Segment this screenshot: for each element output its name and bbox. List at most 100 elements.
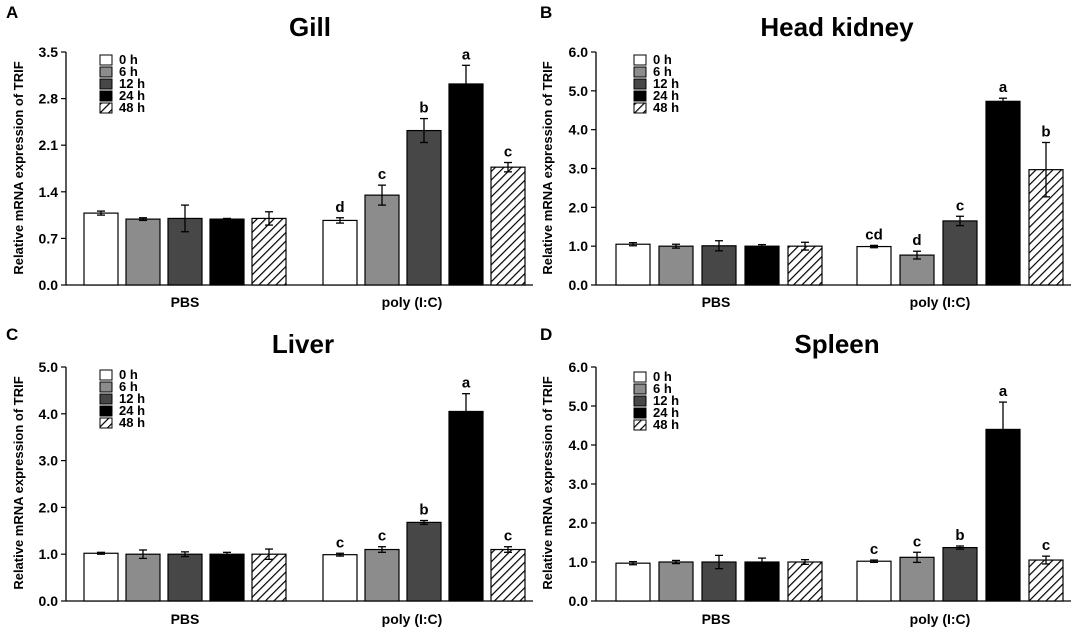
significance-label: b — [1041, 123, 1050, 140]
legend-label: 6 h — [119, 379, 138, 394]
chart-panel-head-kidney: B Head kidney Relative mRNA expression o… — [540, 3, 1071, 310]
y-axis-label: Relative mRNA expression of TRIF — [540, 61, 555, 274]
legend-label: 24 h — [119, 403, 145, 418]
y-tick-label: 0.0 — [39, 593, 59, 609]
bar — [83, 552, 119, 602]
bar — [406, 129, 442, 286]
y-tick-label: 2.0 — [569, 515, 589, 531]
legend-swatch-24h — [633, 407, 647, 419]
panel-letter: B — [540, 3, 552, 22]
bar — [856, 560, 892, 602]
legend-swatch-24h — [633, 90, 647, 102]
significance-label: cd — [865, 226, 883, 243]
significance-label: c — [378, 166, 386, 183]
y-tick-label: 4.0 — [569, 122, 589, 138]
bar — [942, 220, 978, 286]
legend-label: 12 h — [653, 393, 679, 408]
chart-title: Gill — [289, 12, 331, 42]
legend: 0 h 6 h 12 h 24 h 48 h — [99, 367, 145, 430]
y-tick-label: 5.0 — [39, 359, 59, 375]
y-tick-label: 1.0 — [39, 546, 59, 562]
y-axis-label: Relative mRNA expression of TRIF — [11, 61, 26, 274]
bar — [209, 218, 245, 286]
legend-swatch-0h — [99, 369, 113, 381]
legend-swatch-24h — [99, 90, 113, 102]
panel-letter: A — [6, 3, 18, 22]
legend-label: 48 h — [119, 415, 145, 430]
y-tick-label: 3.0 — [569, 161, 589, 177]
significance-label: c — [336, 534, 344, 551]
legend-swatch-6h — [633, 66, 647, 78]
significance-label: b — [419, 502, 428, 519]
y-tick-label: 2.0 — [39, 499, 59, 515]
bar — [490, 548, 526, 602]
legend-swatch-24h — [99, 405, 113, 417]
bar — [167, 553, 203, 602]
legend-swatch-0h — [99, 54, 113, 66]
legend-label: 12 h — [119, 76, 145, 91]
significance-label: a — [462, 46, 471, 63]
legend-label: 0 h — [119, 367, 138, 382]
legend-label: 6 h — [653, 64, 672, 79]
y-axis-label: Relative mRNA expression of TRIF — [540, 376, 555, 589]
y-tick-label: 1.4 — [39, 184, 59, 200]
bar — [364, 194, 400, 286]
significance-label: a — [999, 383, 1008, 400]
legend-swatch-12h — [633, 78, 647, 90]
bar — [985, 100, 1021, 286]
legend-label: 48 h — [119, 100, 145, 115]
group-label-polyic: poly (I:C) — [382, 611, 443, 627]
y-tick-label: 3.5 — [39, 44, 59, 60]
chart-title: Spleen — [794, 329, 879, 359]
bar — [615, 243, 651, 286]
bar — [251, 217, 287, 286]
group-label-pbs: PBS — [171, 611, 200, 627]
legend-label: 0 h — [653, 52, 672, 67]
y-tick-label: 2.0 — [569, 199, 589, 215]
legend-label: 48 h — [653, 100, 679, 115]
significance-label: c — [956, 197, 964, 214]
y-tick-label: 2.8 — [39, 91, 59, 107]
significance-label: d — [912, 232, 921, 249]
bar — [701, 245, 737, 286]
legend-label: 24 h — [653, 405, 679, 420]
group-label-polyic: poly (I:C) — [910, 294, 971, 310]
legend-swatch-48h — [633, 102, 647, 114]
legend-label: 6 h — [653, 381, 672, 396]
bar — [658, 561, 694, 602]
legend-swatch-6h — [633, 383, 647, 395]
y-axis-label: Relative mRNA expression of TRIF — [11, 376, 26, 589]
bar — [251, 553, 287, 602]
chart-panel-gill: A Gill Relative mRNA expression of TRIF … — [6, 3, 533, 310]
significance-label: c — [378, 528, 386, 545]
group-label-pbs: PBS — [702, 294, 731, 310]
legend-label: 6 h — [119, 64, 138, 79]
y-tick-label: 0.0 — [569, 593, 589, 609]
y-tick-label: 3.0 — [39, 453, 59, 469]
y-tick-label: 4.0 — [569, 437, 589, 453]
legend-swatch-0h — [633, 54, 647, 66]
legend-swatch-48h — [99, 417, 113, 429]
y-tick-label: 0.0 — [39, 277, 59, 293]
legend-label: 24 h — [653, 88, 679, 103]
bar — [899, 254, 935, 286]
panel-letter: C — [6, 325, 18, 344]
y-tick-label: 5.0 — [569, 398, 589, 414]
group-label-polyic: poly (I:C) — [910, 611, 971, 627]
chart-panel-liver: C Liver Relative mRNA expression of TRIF… — [6, 325, 533, 627]
y-tick-label: 1.0 — [569, 554, 589, 570]
bar — [985, 428, 1021, 602]
legend-label: 12 h — [119, 391, 145, 406]
legend-swatch-48h — [633, 419, 647, 431]
bar — [322, 554, 358, 602]
y-tick-label: 0.0 — [569, 277, 589, 293]
group-label-pbs: PBS — [702, 611, 731, 627]
y-tick-label: 4.0 — [39, 406, 59, 422]
significance-label: c — [913, 533, 921, 550]
legend: 0 h 6 h 12 h 24 h 48 h — [633, 369, 679, 432]
bar — [125, 553, 161, 602]
significance-label: c — [1042, 537, 1050, 554]
significance-label: c — [504, 144, 512, 161]
y-tick-label: 5.0 — [569, 83, 589, 99]
